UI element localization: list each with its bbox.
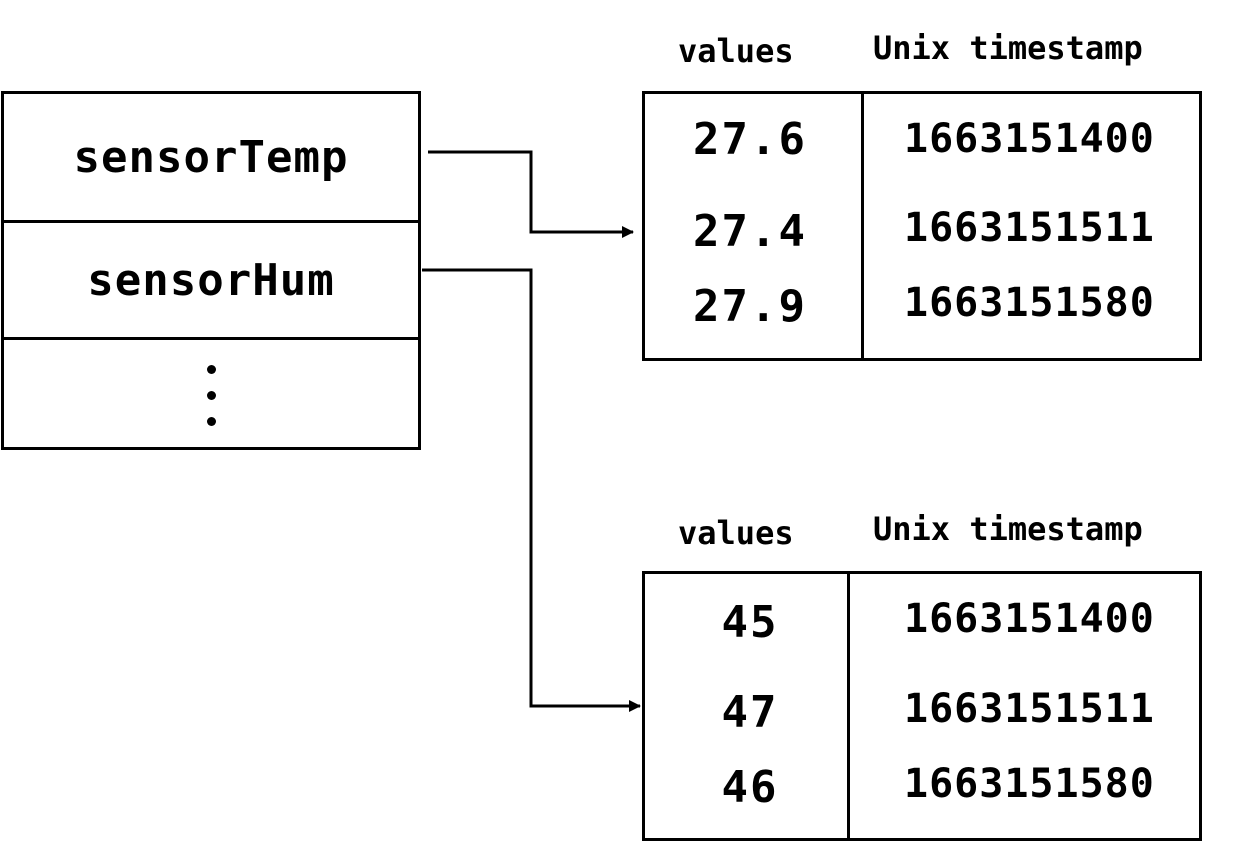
header-timestamp: Unix timestamp <box>873 29 1143 67</box>
series-table-temp: 27.6 1663151400 27.4 1663151511 27.9 166… <box>642 91 1202 361</box>
vertical-ellipsis-icon <box>206 365 216 426</box>
timestamp-cell: 1663151400 <box>904 596 1155 642</box>
timestamp-cell: 1663151511 <box>904 686 1155 732</box>
timestamp-cell: 1663151511 <box>904 205 1155 251</box>
key-label: sensorTemp <box>73 131 349 183</box>
value-cell: 47 <box>721 687 779 738</box>
key-ellipsis <box>4 340 418 447</box>
key-label: sensorHum <box>87 254 335 306</box>
column-divider <box>861 94 864 358</box>
value-cell: 27.9 <box>693 281 807 332</box>
value-cell: 46 <box>721 762 779 813</box>
value-cell: 45 <box>721 597 779 648</box>
arrow-sensor-temp-to-series <box>428 150 634 238</box>
value-cell: 27.4 <box>693 206 807 257</box>
header-values: values <box>678 32 794 70</box>
timestamp-cell: 1663151580 <box>904 761 1155 807</box>
key-sensor-hum: sensorHum <box>4 223 418 340</box>
arrow-sensor-hum-to-series <box>422 268 641 712</box>
header-timestamp: Unix timestamp <box>873 510 1143 548</box>
header-values: values <box>678 514 794 552</box>
value-cell: 27.6 <box>693 114 807 165</box>
series-table-hum: 45 1663151400 47 1663151511 46 166315158… <box>642 571 1202 841</box>
key-sensor-temp: sensorTemp <box>4 94 418 223</box>
timestamp-cell: 1663151580 <box>904 280 1155 326</box>
key-table: sensorTemp sensorHum <box>1 91 421 450</box>
timestamp-cell: 1663151400 <box>904 116 1155 162</box>
column-divider <box>847 574 850 838</box>
